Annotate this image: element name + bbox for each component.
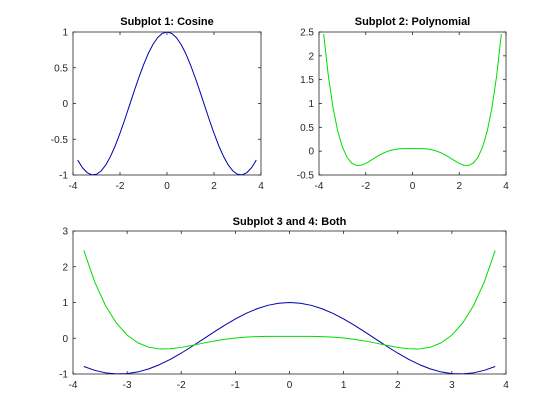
- subplot-1-x-tick-label: 4: [258, 181, 264, 192]
- subplot-2-series-line: [323, 34, 502, 166]
- subplot-3-x-tick-label: -4: [69, 380, 78, 391]
- subplot-3-title: Subplot 3 and 4: Both: [233, 216, 347, 228]
- subplot-2: Subplot 2: Polynomial -4 -2 0 2 4 -0.5 0 0.5 1 1.…: [297, 16, 509, 192]
- subplot-2-y-tick-label: 1.5: [300, 75, 314, 86]
- subplot-2-y-tick-label: 1: [308, 99, 314, 110]
- subplot-1-y-tick-label: -0.5: [51, 135, 69, 146]
- subplot-3-series-line: [83, 250, 496, 350]
- subplot-3-x-tick-label: -2: [177, 380, 186, 391]
- subplot-3-y-tick-label: -1: [59, 370, 68, 381]
- subplot-2-y-tick-label: 2: [308, 51, 314, 62]
- subplot-2-x-tick-label: -4: [315, 181, 324, 192]
- subplot-2-x-tick-label: 0: [410, 181, 416, 192]
- subplot-1-series-line: [77, 32, 257, 175]
- subplot-3-x-tick-label: -3: [123, 380, 132, 391]
- subplot-1-x-tick-label: 0: [164, 181, 170, 192]
- subplot-1-y-tick-label: 0: [62, 99, 68, 110]
- subplot-1-axes-box: [72, 31, 262, 176]
- subplot-3-y-tick-label: 0: [62, 334, 68, 345]
- subplot-1-y-tick-label: -1: [59, 171, 68, 182]
- subplot-3-x-tick-label: -1: [231, 380, 240, 391]
- subplot-3-x-tick-label: 2: [395, 380, 401, 391]
- subplot-1: Subplot 1: Cosine -4 -2 0 2 4 -1 -0.5 0 0.5 1: [51, 16, 264, 192]
- subplot-1-x-tick-label: -4: [69, 181, 78, 192]
- subplot-3-y-tick-label: 1: [62, 298, 68, 309]
- subplot-1-x-tick-label: 2: [211, 181, 217, 192]
- subplot-3-x-tick-label: 4: [503, 380, 509, 391]
- subplot-3: Subplot 3 and 4: Both -4 -3 -2 -1 0 1 2 3 4 -1 0 1 2…: [59, 216, 509, 391]
- subplot-2-axes-box: [318, 31, 507, 176]
- subplot-2-title: Subplot 2: Polynomial: [355, 16, 471, 28]
- subplot-3-y-tick-label: 3: [62, 227, 68, 238]
- subplot-2-x-tick-label: -2: [361, 181, 370, 192]
- subplot-2-y-tick-label: 2.5: [300, 28, 314, 39]
- subplot-1-y-tick-label: 1: [62, 28, 68, 39]
- subplot-2-y-tick-label: -0.5: [297, 171, 315, 182]
- subplot-3-y-tick-label: 2: [62, 262, 68, 273]
- subplot-3-series-line: [83, 302, 496, 374]
- subplot-1-title: Subplot 1: Cosine: [120, 16, 214, 28]
- subplot-3-x-tick-label: 1: [341, 380, 347, 391]
- subplot-2-x-tick-label: 4: [503, 181, 509, 192]
- subplot-3-x-tick-label: 0: [287, 380, 293, 391]
- subplot-2-y-tick-label: 0.5: [300, 123, 314, 134]
- subplot-1-y-tick-label: 0.5: [54, 63, 68, 74]
- subplot-3-x-tick-label: 3: [449, 380, 455, 391]
- subplot-2-y-tick-label: 0: [308, 147, 314, 158]
- subplot-1-x-tick-label: -2: [116, 181, 125, 192]
- subplot-2-x-tick-label: 2: [456, 181, 462, 192]
